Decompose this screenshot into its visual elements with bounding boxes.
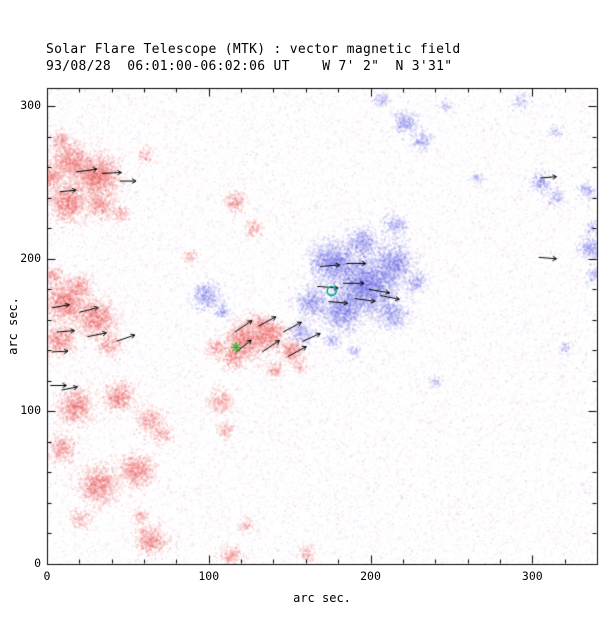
x-tick-label: 100	[198, 569, 220, 583]
y-tick-label: 0	[34, 556, 41, 570]
y-tick-label: 100	[20, 403, 41, 418]
x-tick-label: 0	[43, 569, 51, 583]
y-tick-label: 200	[20, 250, 41, 265]
x-axis-label: arc sec.	[293, 591, 351, 605]
x-tick-label: 300	[521, 569, 543, 583]
y-tick-label: 300	[20, 98, 41, 113]
y-axis-label: arc sec.	[6, 297, 20, 355]
x-tick-label: 200	[360, 569, 381, 583]
plot-title: Solar Flare Telescope (MTK) : vector mag…	[46, 42, 461, 57]
plot-subtitle: 93/08/28 06:01:00-06:02:06 UT W 7' 2" N …	[46, 59, 453, 74]
